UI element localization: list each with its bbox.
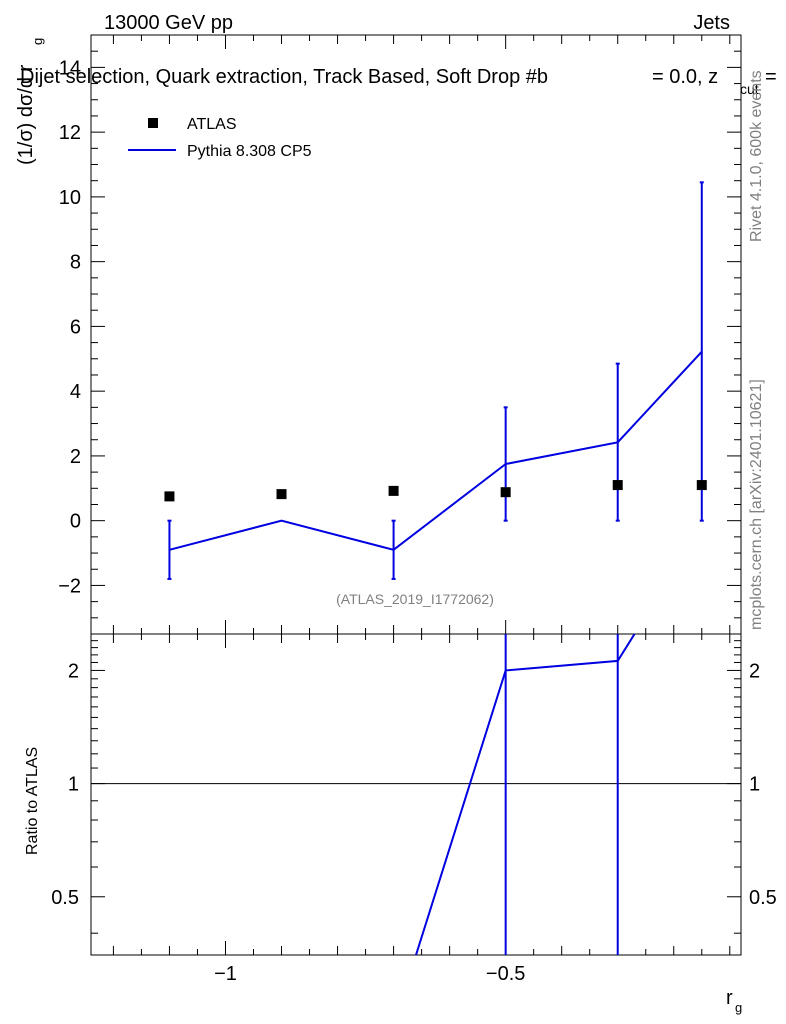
energy-label: 13000 GeV pp [104,12,233,34]
main-y-tick-label: 8 [70,252,81,274]
ratio-y-tick-label-left: 1 [68,774,79,796]
ratio-y-tick-label-right: 2 [749,660,760,682]
atlas-point [612,480,623,491]
zcut-equals: = [765,66,777,88]
category-label: Jets [693,12,730,34]
ratio-x-tick-label: −0.5 [486,963,525,985]
main-y-tick-label: −2 [58,575,81,597]
main-y-axis: −2 0 2 4 6 8 10 12 14 [58,34,741,619]
ratio-panel: 0.5 0.5 1 1 2 2 −1 −0.5 Ratio to ATLAS r g [24,633,777,1015]
main-y-tick-label: 6 [70,316,81,338]
ratio-series [91,634,741,955]
watermark: (ATLAS_2019_I1772062) [336,591,494,607]
ratio-x-axis: −1 −0.5 [112,634,731,985]
main-y-tick-label: 10 [59,187,81,209]
pythia-line [169,350,703,551]
rivet-label: Rivet 4.1.0, 600k events [748,70,765,242]
atlas-point [696,480,707,491]
main-ylabel-sub: g [30,38,45,45]
main-y-tick-label: 14 [59,57,81,79]
legend: ATLAS Pythia 8.308 CP5 [128,116,312,160]
beta-text: = 0.0, z [652,66,718,88]
atlas-point [164,491,175,502]
main-x-ticks [112,35,731,634]
legend-atlas-marker [148,118,158,128]
legend-pythia-label: Pythia 8.308 CP5 [187,143,312,160]
ratio-xlabel-sub: g [735,1000,742,1015]
ratio-y-tick-label-right: 1 [749,774,760,796]
main-y-tick-label: 12 [59,122,81,144]
ratio-x-tick-label: −1 [214,963,237,985]
ratio-pythia-line [415,634,636,955]
ratio-xlabel: r [726,987,733,1009]
main-y-tick-label: 4 [70,381,81,403]
ratio-y-tick-label-right: 0.5 [749,887,777,909]
mcplots-label: mcplots.cern.ch [arXiv:2401.10621] [748,379,765,630]
main-series [164,181,707,580]
ratio-y-tick-label-left: 2 [68,660,79,682]
main-y-tick-label: 0 [70,511,81,533]
selection-title: Dijet selection, Quark extraction, Track… [20,66,548,88]
ratio-y-axis: 0.5 0.5 1 1 2 2 [51,640,777,934]
main-panel: −2 0 2 4 6 8 10 12 14 (ATLAS_2019_I1772062) (1/σ… [15,34,742,635]
ratio-frame [90,633,742,956]
atlas-point [388,485,399,496]
atlas-point [500,487,511,498]
ratio-ylabel: Ratio to ATLAS [24,747,41,855]
main-y-tick-label: 2 [70,446,81,468]
zcut-subscript: cut [740,81,759,97]
ratio-y-tick-label-left: 0.5 [51,887,79,909]
main-ylabel: (1/σ) dσ/d r [15,64,37,165]
legend-atlas-label: ATLAS [187,116,237,133]
atlas-point [276,489,287,500]
